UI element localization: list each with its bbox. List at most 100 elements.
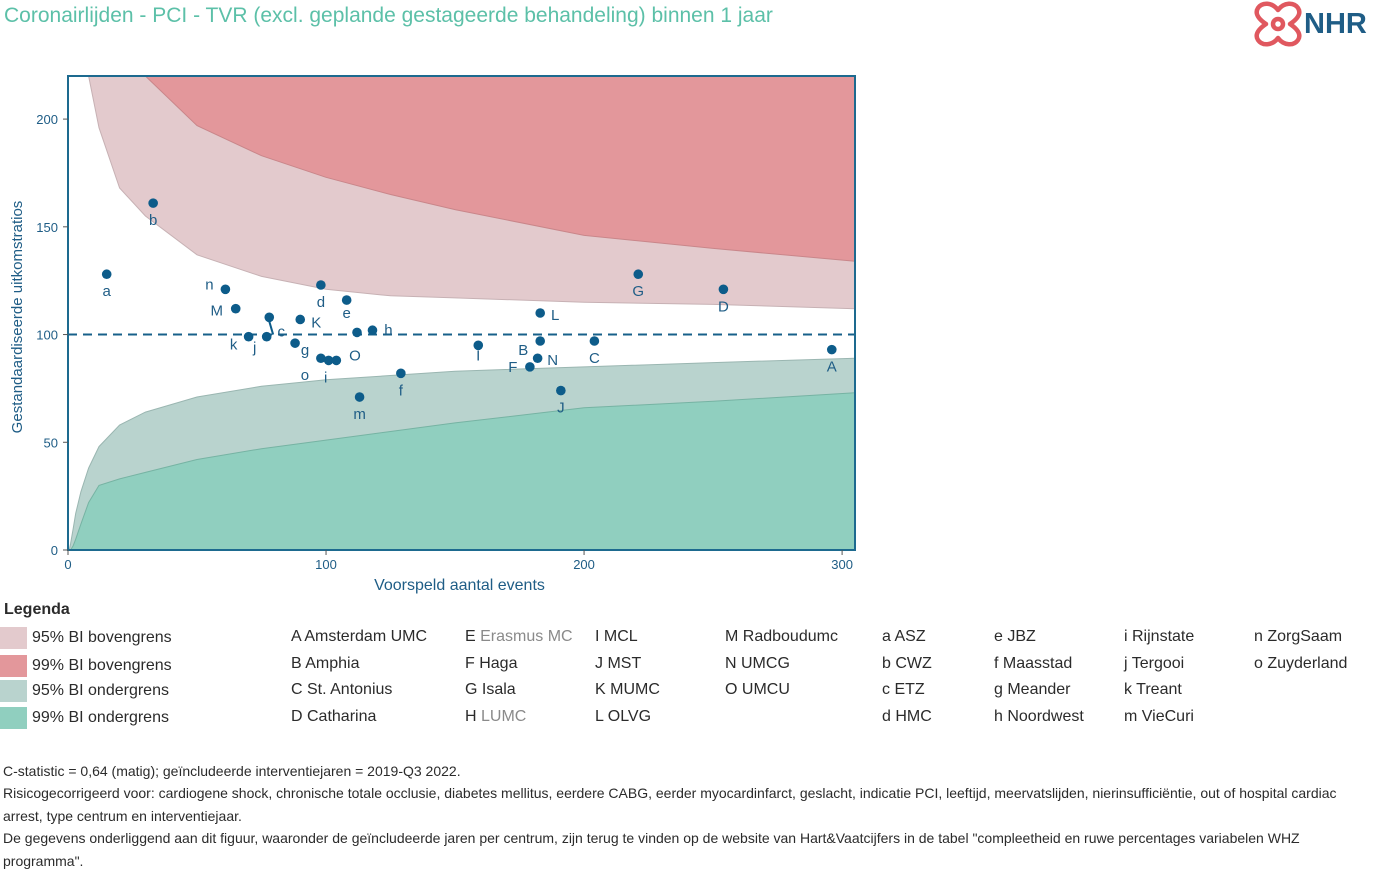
legend-center-code: c xyxy=(882,681,895,698)
legend-center-item: G Isala xyxy=(465,677,573,704)
legend-center-name: Treant xyxy=(1136,681,1182,698)
legend-center-code: b xyxy=(882,654,896,672)
legend-center-code: k xyxy=(1124,681,1137,698)
x-tick-label: 200 xyxy=(573,557,595,572)
legend-center-item: A Amsterdam UMC xyxy=(291,624,427,651)
data-label-J: J xyxy=(557,400,565,417)
legend-center-code: e xyxy=(994,628,1008,645)
data-point-c xyxy=(264,312,275,323)
data-point-G xyxy=(633,269,644,280)
data-label-C: C xyxy=(589,350,600,367)
legend-center-item: F Haga xyxy=(465,651,573,678)
legend-center-code: o xyxy=(1254,654,1268,672)
legend-center-name: Tergooi xyxy=(1131,654,1185,672)
lower-95-boundary xyxy=(68,357,856,551)
data-point-N xyxy=(532,353,543,364)
legend-swatch xyxy=(0,680,27,702)
data-label-O: O xyxy=(349,347,361,364)
legend-center-name: HMC xyxy=(895,707,932,725)
footnote-text: Risicogecorrigeerd voor: cardiogene shoc… xyxy=(3,785,1337,824)
data-point-M xyxy=(230,303,241,314)
lower-99-boundary xyxy=(69,392,856,551)
legend-title: Legenda xyxy=(4,601,70,618)
legend-center-code: M xyxy=(725,628,743,645)
data-label-I: I xyxy=(476,347,480,364)
legend-center-code: a xyxy=(882,628,895,645)
legend-center-code: m xyxy=(1124,707,1142,725)
legend-center-code: L xyxy=(595,707,608,725)
data-point-m xyxy=(354,392,365,402)
data-point-F xyxy=(525,362,535,372)
legend-center-name: Noordwest xyxy=(1007,707,1084,725)
legend-center-name: Haga xyxy=(479,654,518,672)
legend-center-item: I MCL xyxy=(595,624,660,651)
legend-center-code: g xyxy=(994,681,1008,698)
legend-swatch xyxy=(0,655,27,677)
data-label-A: A xyxy=(827,359,837,376)
legend-band-label: 95% BI ondergrens xyxy=(32,682,169,699)
data-point-J xyxy=(556,385,566,396)
data-label-g: g xyxy=(301,342,309,359)
legend-center-item: k Treant xyxy=(1124,677,1194,704)
legend-band-label: 99% BI bovengrens xyxy=(32,657,172,674)
data-label-K: K xyxy=(311,314,321,331)
band-upper-99 xyxy=(145,76,855,262)
y-axis-label: Gestandaardiseerde uitkomstratios xyxy=(9,201,26,434)
legend-center-name: Rijnstate xyxy=(1132,628,1195,645)
legend-center-name: Catharina xyxy=(307,707,377,725)
upper-95-boundary xyxy=(88,75,856,310)
data-label-L: L xyxy=(551,307,559,324)
data-point-i xyxy=(323,355,334,366)
legend-center-code: D xyxy=(291,707,307,725)
legend-center-code: F xyxy=(465,654,480,672)
data-point-D xyxy=(718,284,729,295)
legend-center-code: H xyxy=(465,707,481,725)
footnote-text: De gegevens onderliggend aan dit figuur,… xyxy=(3,830,1300,869)
legend-column: a ASZ b CWZ c ETZ d HMC xyxy=(882,624,932,730)
legend-center-item: C St. Antonius xyxy=(291,677,427,704)
data-point-b xyxy=(148,198,158,208)
legend-center-code: N xyxy=(725,654,741,672)
data-point-h xyxy=(367,325,378,336)
data-point-I xyxy=(473,340,484,351)
legend-center-item: e JBZ xyxy=(994,624,1084,651)
legend-center-item: n ZorgSaam xyxy=(1254,624,1347,651)
legend-center-code: n xyxy=(1254,628,1268,645)
legend-center-item: h Noordwest xyxy=(994,704,1084,731)
data-point-C xyxy=(589,336,600,346)
legend-center-name: CWZ xyxy=(895,654,932,672)
data-point-O xyxy=(352,327,362,338)
legend-center-name: Maasstad xyxy=(1002,654,1073,672)
x-axis-label: Voorspeld aantal events xyxy=(374,577,545,594)
legend-center-item: d HMC xyxy=(882,704,932,731)
legend-center-item: N UMCG xyxy=(725,651,838,678)
legend-center-item: g Meander xyxy=(994,677,1084,704)
legend-center-name: MUMC xyxy=(610,681,660,698)
legend-center-item: H LUMC xyxy=(465,704,573,731)
legend-center-name: Zuyderland xyxy=(1267,654,1348,672)
legend-center-code: J xyxy=(595,654,608,672)
data-label-M: M xyxy=(210,303,223,320)
legend-center-item: c ETZ xyxy=(882,677,932,704)
legend-center-code: K xyxy=(595,681,611,698)
legend-center-code: O xyxy=(725,681,742,698)
legend-center-name: Erasmus MC xyxy=(480,628,573,645)
data-point-j xyxy=(261,331,272,342)
legend-swatch xyxy=(0,707,27,729)
legend-center-item: E Erasmus MC xyxy=(465,624,573,651)
legend-center-code: B xyxy=(291,654,306,672)
legend-center-code: h xyxy=(994,707,1008,725)
x-tick-label: 300 xyxy=(831,557,853,572)
nhr-heart-logo-icon xyxy=(1254,1,1302,47)
data-point-L xyxy=(535,308,545,318)
legend-column: A Amsterdam UMC B Amphia C St. Antonius D C… xyxy=(291,624,427,730)
legend-column: n ZorgSaam o Zuyderland xyxy=(1254,624,1347,677)
data-point-unlabeled xyxy=(331,355,342,366)
data-point-B xyxy=(535,336,545,346)
legend-center-name: MCL xyxy=(603,628,638,645)
data-point-d xyxy=(316,280,326,290)
legend-center-name: OLVG xyxy=(607,707,652,725)
legend-center-name: LUMC xyxy=(481,707,527,725)
legend-center-code: E xyxy=(465,628,481,645)
legend-center-name: Amphia xyxy=(305,654,360,672)
